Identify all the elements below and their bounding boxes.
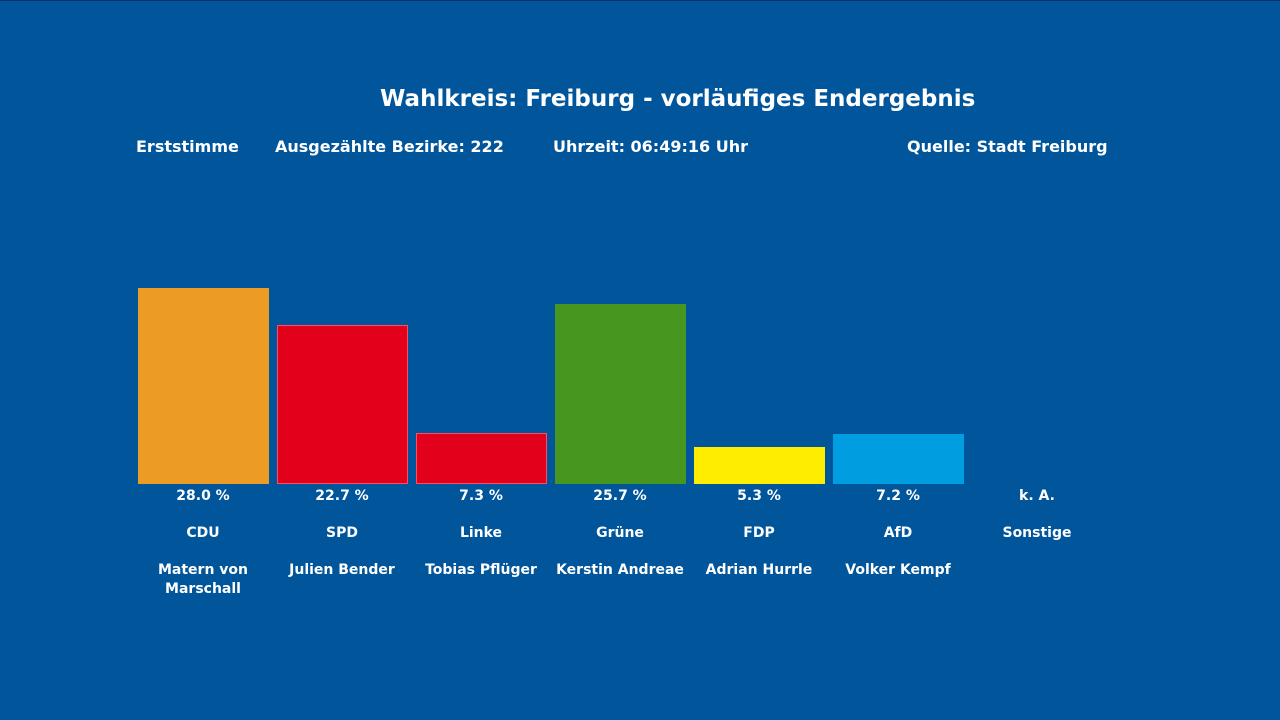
chart-title: Wahlkreis: Freiburg - vorläufiges Enderg… [380, 86, 976, 112]
candidate-label-gruene: Kerstin Andreae [556, 562, 684, 578]
value-label-linke: 7.3 % [459, 488, 503, 504]
time-label: Uhrzeit: 06:49:16 Uhr [553, 137, 748, 156]
party-label-linke: Linke [459, 525, 503, 541]
vote-type-label: Erststimme [136, 137, 239, 156]
value-label-sonstige: k. A. [1019, 488, 1055, 504]
candidate-label-spd: Julien Bender [289, 562, 395, 578]
bar-fdp [693, 446, 825, 484]
source-label: Quelle: Stadt Freiburg [907, 137, 1108, 156]
party-label-gruene: Grüne [596, 525, 644, 541]
party-label-afd: AfD [883, 525, 913, 541]
value-label-fdp: 5.3 % [737, 488, 781, 504]
value-label-cdu: 28.0 % [176, 488, 230, 504]
party-label-cdu: CDU [186, 525, 220, 541]
bar-afd [832, 433, 964, 484]
candidate-label-afd: Volker Kempf [845, 562, 951, 578]
counted-districts-label: Ausgezählte Bezirke: 222 [275, 137, 504, 156]
top-border [0, 0, 1280, 1]
bar-gruene [554, 304, 686, 484]
bar-linke [415, 432, 547, 484]
party-label-spd: SPD [326, 525, 358, 541]
candidate-label-linke: Tobias Pflüger [425, 562, 537, 578]
value-label-gruene: 25.7 % [593, 488, 647, 504]
candidate-label-fdp: Adrian Hurrle [705, 562, 813, 578]
value-label-spd: 22.7 % [315, 488, 369, 504]
bar-spd [276, 325, 408, 484]
bar-cdu [137, 288, 269, 484]
party-label-fdp: FDP [743, 525, 775, 541]
candidate-label-cdu: Matern von Marschall [157, 562, 249, 597]
value-label-afd: 7.2 % [876, 488, 920, 504]
party-label-sonstige: Sonstige [1002, 525, 1072, 541]
